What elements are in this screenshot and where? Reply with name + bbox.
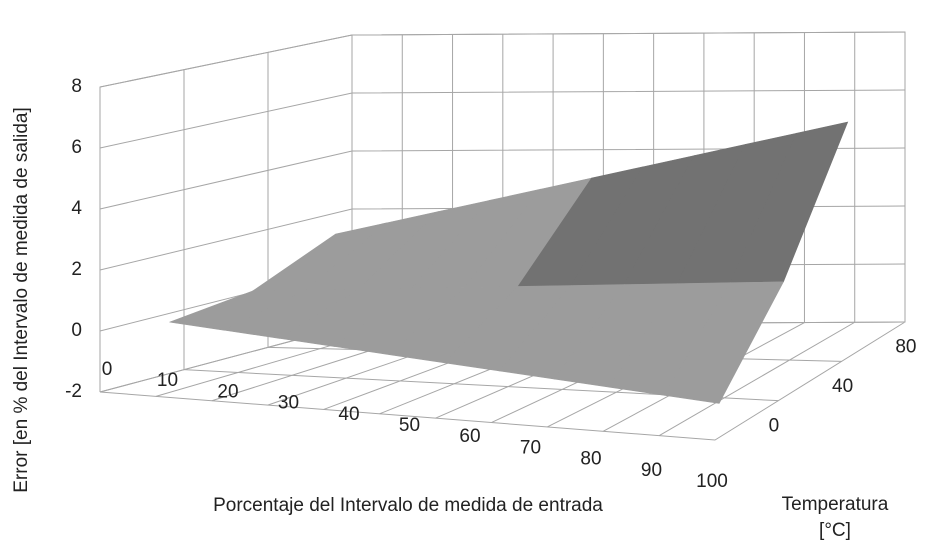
y-tick-label: 8 xyxy=(71,76,82,97)
surface-cell xyxy=(663,281,784,404)
grid-line xyxy=(99,31,906,88)
x-tick-label: 50 xyxy=(399,415,420,436)
x-tick-label: 10 xyxy=(157,370,178,391)
grid-line xyxy=(99,147,906,210)
y-axis-title: Error [en % del Intervalo de medida de s… xyxy=(11,107,32,493)
x-tick-label: 30 xyxy=(278,393,299,414)
depth-tick-label: 80 xyxy=(895,337,916,358)
x-tick-label: 70 xyxy=(520,437,541,458)
y-tick-label: -2 xyxy=(65,381,82,402)
depth-tick-label: 0 xyxy=(769,415,780,436)
x-tick-label: 0 xyxy=(102,359,113,380)
x-axis-title: Porcentaje del Intervalo de medida de en… xyxy=(213,495,603,516)
depth-tick-label: 40 xyxy=(832,376,853,397)
y-tick-label: 6 xyxy=(71,137,82,158)
y-tick-label: 0 xyxy=(71,320,82,341)
grid-line xyxy=(99,89,906,149)
y-tick-label: 4 xyxy=(71,198,82,219)
x-tick-label: 40 xyxy=(338,404,359,425)
x-tick-label: 90 xyxy=(641,460,662,481)
y-tick-label: 2 xyxy=(71,259,82,280)
depth-axis-title: Temperatura [°C] xyxy=(781,494,889,541)
x-tick-label: 60 xyxy=(459,426,480,447)
x-tick-label: 100 xyxy=(696,471,728,492)
x-tick-label: 80 xyxy=(580,449,601,470)
x-tick-label: 20 xyxy=(217,381,238,402)
